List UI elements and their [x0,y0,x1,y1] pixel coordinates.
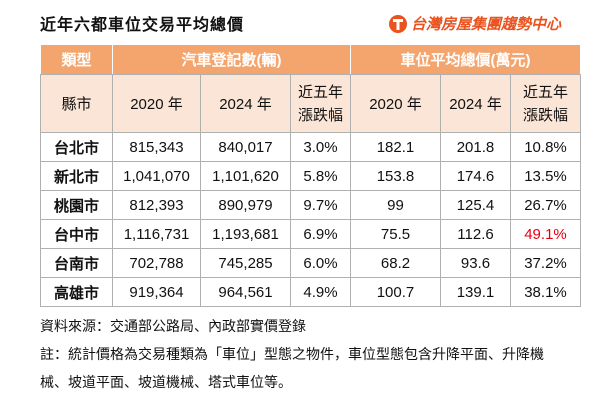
city-cell: 高雄市 [40,277,113,307]
group-header-row: 類型 汽車登記數(輛) 車位平均總價(萬元) [40,44,581,75]
value-cell: 890,979 [200,190,291,220]
value-cell: 840,017 [200,132,291,162]
value-cell: 139.1 [440,277,511,307]
value-cell: 919,364 [112,277,201,307]
value-cell: 5.8% [290,161,351,191]
sub-header-text: 近五年漲跌幅 [297,83,343,124]
value-cell: 49.1% [510,219,581,249]
value-cell: 3.0% [290,132,351,162]
value-cell: 812,393 [112,190,201,220]
value-cell: 745,285 [200,248,291,278]
logo-icon [389,14,407,33]
value-cell: 1,101,620 [200,161,291,191]
value-cell: 1,116,731 [112,219,201,249]
value-cell: 26.7% [510,190,581,220]
value-cell: 99 [350,190,441,220]
value-cell: 9.7% [290,190,351,220]
value-cell: 1,193,681 [200,219,291,249]
value-cell: 4.9% [290,277,351,307]
value-cell: 125.4 [440,190,511,220]
sub-header-cell: 2020 年 [350,74,441,133]
value-cell: 964,561 [200,277,291,307]
sub-header-cell: 縣市 [40,74,113,133]
value-cell: 1,041,070 [112,161,201,191]
sub-header-cell: 2024 年 [440,74,511,133]
logo-text: 台灣房屋集團趨勢中心 [411,15,562,33]
value-cell: 815,343 [112,132,201,162]
data-table: 類型 汽車登記數(輛) 車位平均總價(萬元) 縣市 2020 年 2024 年近五年漲跌幅… [40,44,581,307]
value-cell: 38.1% [510,277,581,307]
city-cell: 桃園市 [40,190,113,220]
sub-header-row: 縣市 2020 年 2024 年近五年漲跌幅 2020 年 2024 年近五年漲跌幅 [40,74,581,133]
sub-header-cell: 2020 年 [112,74,201,133]
data-row: 桃園市 812,393 890,979 9.7% 99 125.4 26.7% [40,190,581,220]
data-row: 台北市 815,343 840,017 3.0% 182.1 201.8 10.8% [40,132,581,162]
sub-header-cell: 2024 年 [200,74,291,133]
city-cell: 台南市 [40,248,113,278]
value-cell: 10.8% [510,132,581,162]
value-cell: 182.1 [350,132,441,162]
value-cell: 702,788 [112,248,201,278]
group-header-cell: 車位平均總價(萬元) [350,44,581,75]
value-cell: 153.8 [350,161,441,191]
notes: 資料來源：交通部公路局、內政部實價登錄註：統計價格為交易種類為「車位」型態之物件… [40,313,560,397]
data-row: 台南市 702,788 745,285 6.0% 68.2 93.6 37.2% [40,248,581,278]
value-cell: 13.5% [510,161,581,191]
city-cell: 台中市 [40,219,113,249]
value-cell: 100.7 [350,277,441,307]
data-row: 新北市 1,041,070 1,101,620 5.8% 153.8 174.6 13.5% [40,161,581,191]
value-cell: 75.5 [350,219,441,249]
city-cell: 新北市 [40,161,113,191]
sub-header-text: 近五年漲跌幅 [522,83,568,124]
sub-header-cell: 近五年漲跌幅 [510,74,581,133]
data-row: 高雄市 919,364 964,561 4.9% 100.7 139.1 38.1% [40,277,581,307]
value-cell: 6.9% [290,219,351,249]
city-cell: 台北市 [40,132,113,162]
note: 資料來源：交通部公路局、內政部實價登錄 [40,319,306,335]
value-cell: 93.6 [440,248,511,278]
data-row: 台中市 1,116,731 1,193,681 6.9% 75.5 112.6 49.1% [40,219,581,249]
value-cell: 6.0% [290,248,351,278]
value-cell: 112.6 [440,219,511,249]
group-header-cell: 類型 [40,44,113,75]
title: 近年六都車位交易平均總價 [40,15,245,34]
value-cell: 174.6 [440,161,511,191]
value-cell: 37.2% [510,248,581,278]
sub-header-cell: 近五年漲跌幅 [290,74,351,133]
value-cell: 201.8 [440,132,511,162]
logo: 台灣房屋集團趨勢中心 [388,13,561,34]
group-header-cell: 汽車登記數(輛) [112,44,351,75]
note: 註：統計價格為交易種類為「車位」型態之物件，車位型態包含升降平面、升降機械、坡道… [40,347,544,391]
value-cell: 68.2 [350,248,441,278]
